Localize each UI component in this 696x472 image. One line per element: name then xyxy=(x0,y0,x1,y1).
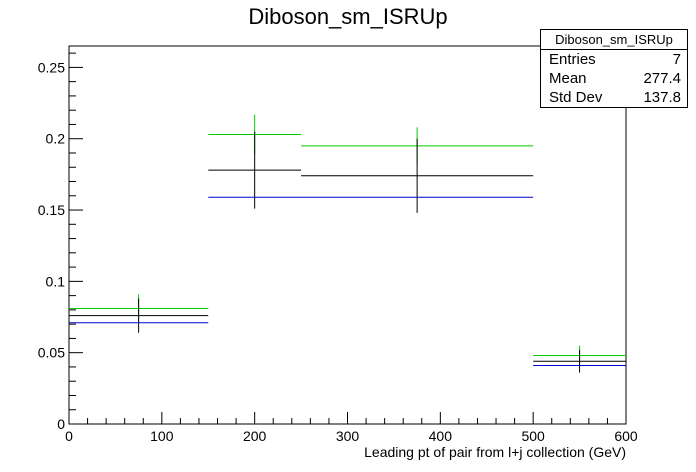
y-tick-label: 0.2 xyxy=(46,131,66,147)
x-tick-label: 300 xyxy=(336,428,360,444)
data-series xyxy=(69,114,626,373)
x-tick-label: 500 xyxy=(521,428,545,444)
stats-value: 277.4 xyxy=(643,70,681,87)
stats-label: Mean xyxy=(549,70,587,87)
series-0 xyxy=(69,114,626,366)
chart-title: Diboson_sm_ISRUp xyxy=(248,4,448,29)
x-axis-label: Leading pt of pair from l+j collection (… xyxy=(364,444,626,460)
x-tick-label: 600 xyxy=(614,428,638,444)
y-tick-label: 0 xyxy=(57,416,65,432)
stats-row-stddev: Std Dev 137.8 xyxy=(541,88,687,107)
x-tick-label: 200 xyxy=(243,428,267,444)
stats-box: Diboson_sm_ISRUp Entries 7 Mean 277.4 St… xyxy=(540,29,688,108)
y-axis-ticks: 0 0.05 0.1 0.15 0.2 0.25 xyxy=(38,52,83,432)
stats-label: Entries xyxy=(549,51,596,68)
stats-label: Std Dev xyxy=(549,89,603,106)
stats-box-title: Diboson_sm_ISRUp xyxy=(541,30,687,50)
stats-row-entries: Entries 7 xyxy=(541,50,687,69)
y-tick-label: 0.25 xyxy=(38,59,65,75)
stats-value: 137.8 xyxy=(643,89,681,106)
series-1 xyxy=(69,131,626,373)
y-tick-label: 0.1 xyxy=(46,273,66,289)
stats-row-mean: Mean 277.4 xyxy=(541,69,687,88)
x-axis-ticks: 0 100 200 300 400 500 600 xyxy=(65,412,638,444)
y-tick-label: 0.15 xyxy=(38,202,65,218)
x-tick-label: 0 xyxy=(65,428,73,444)
x-tick-label: 400 xyxy=(429,428,453,444)
x-tick-label: 100 xyxy=(150,428,174,444)
series-2 xyxy=(69,196,626,367)
y-tick-label: 0.05 xyxy=(38,345,65,361)
stats-value: 7 xyxy=(672,51,681,68)
